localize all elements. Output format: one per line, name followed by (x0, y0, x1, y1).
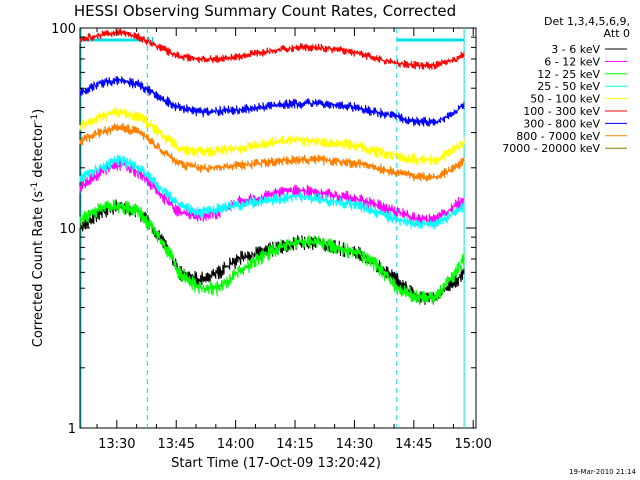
plot-frame (79, 27, 477, 429)
x-tick-label: 14:00 (217, 437, 254, 452)
x-axis: 13:30 13:45 14:00 14:15 14:30 14:45 15:00 (96, 28, 492, 452)
y-label-main: Corrected Count Rate (s (31, 191, 46, 348)
series-layer (79, 28, 465, 306)
chart-title: HESSI Observing Summary Count Rates, Cor… (74, 2, 456, 20)
time-markers: N (80, 28, 465, 428)
series-line-300-800-kev (79, 76, 465, 127)
x-tick-label: 14:30 (336, 437, 373, 452)
legend-entry-label: 100 - 300 keV (523, 105, 600, 118)
legend-entry-label: 7000 - 20000 keV (502, 142, 600, 155)
legend-header-line1: Det 1,3,4,5,6,9, (544, 15, 630, 28)
legend-entry-label: 800 - 7000 keV (516, 130, 600, 143)
series-line-25-50-kev (79, 154, 465, 230)
series-line-12-25-kev (79, 199, 465, 305)
legend-entry-label: 12 - 25 keV (537, 68, 600, 81)
y-label-sup2: -1 (30, 114, 40, 123)
series-line-800-7000-kev (79, 122, 465, 182)
legend-header-line2: Att 0 (604, 27, 630, 40)
series-line-50-100-kev (79, 107, 465, 166)
x-tick-label: 13:30 (98, 437, 135, 452)
legend-entry-label: 300 - 800 keV (523, 117, 600, 130)
y-label-mid: detector (31, 122, 46, 182)
legend-entry-label: 3 - 6 keV (551, 43, 600, 56)
x-axis-label: Start Time (17-Oct-09 13:20:42) (171, 456, 381, 471)
legend-entry-label: 50 - 100 keV (530, 93, 600, 106)
y-axis: 1 10 100 (51, 22, 476, 437)
y-tick-label: 1 (68, 422, 76, 437)
legend-entry-label: 25 - 50 keV (537, 80, 600, 93)
series-line-100-300-kev (79, 28, 465, 70)
generation-timestamp: 19-Mar-2010 21:14 (569, 468, 636, 476)
x-tick-label: 14:45 (395, 437, 432, 452)
x-tick-label: 15:00 (454, 437, 491, 452)
saa-label: N (146, 36, 153, 47)
y-tick-label: 100 (51, 22, 76, 37)
y-tick-label: 10 (59, 222, 76, 237)
y-axis-label: Corrected Count Rate (s-1 detector-1) (30, 109, 46, 347)
x-tick-label: 14:15 (276, 437, 313, 452)
series-line-6-12-kev (79, 158, 465, 227)
y-label-sup1: -1 (30, 182, 40, 191)
y-label-end: ) (31, 109, 46, 114)
x-tick-label: 13:45 (157, 437, 194, 452)
legend-entry-label: 6 - 12 keV (544, 55, 600, 68)
